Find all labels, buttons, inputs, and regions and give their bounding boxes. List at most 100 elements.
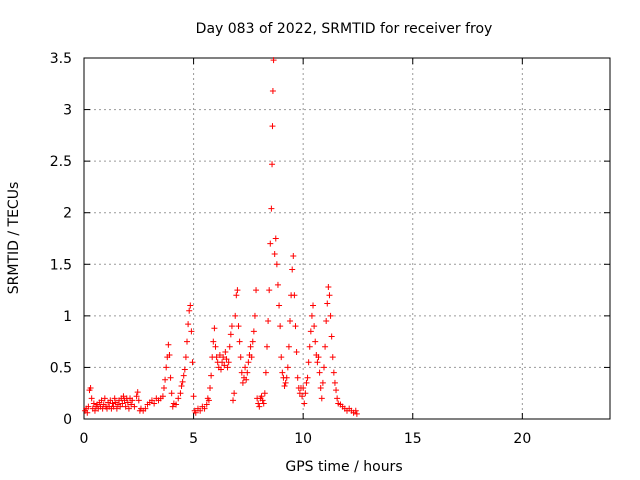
- data-point: [272, 235, 279, 242]
- grid-lines: [84, 58, 610, 419]
- data-point: [303, 379, 310, 386]
- data-point: [234, 287, 241, 294]
- data-point: [273, 261, 280, 268]
- data-point: [148, 397, 155, 404]
- data-point: [292, 323, 299, 330]
- data-point: [117, 403, 124, 410]
- data-point: [307, 328, 314, 335]
- data-point: [326, 292, 333, 299]
- data-point: [323, 318, 330, 325]
- data-point: [242, 364, 249, 371]
- x-tick-label: 15: [404, 431, 422, 447]
- data-point: [169, 403, 176, 410]
- y-tick-label: 0.5: [50, 360, 72, 376]
- data-points: [82, 57, 360, 417]
- data-point: [274, 281, 281, 288]
- data-point: [328, 333, 335, 340]
- data-point: [190, 393, 197, 400]
- data-point: [296, 390, 303, 397]
- x-tick-label: 10: [294, 431, 312, 447]
- data-point: [213, 354, 220, 361]
- data-point: [282, 379, 289, 386]
- data-point: [109, 400, 116, 407]
- axis-ticks: [83, 57, 610, 420]
- data-point: [133, 393, 140, 400]
- data-point: [192, 409, 199, 416]
- data-point: [91, 407, 98, 414]
- data-point: [249, 338, 256, 345]
- data-point: [197, 407, 204, 414]
- data-point: [293, 348, 300, 355]
- data-point: [352, 407, 359, 414]
- data-point: [184, 338, 191, 345]
- data-point: [227, 331, 234, 338]
- data-point: [302, 390, 309, 397]
- data-point: [238, 369, 245, 376]
- data-point: [315, 354, 322, 361]
- data-point: [265, 318, 272, 325]
- data-point: [237, 354, 244, 361]
- data-point: [236, 338, 243, 345]
- data-point: [162, 376, 169, 383]
- data-point: [310, 302, 317, 309]
- data-point: [305, 359, 312, 366]
- data-point: [173, 401, 180, 408]
- data-point: [314, 359, 321, 366]
- data-point: [207, 385, 214, 392]
- data-point: [228, 323, 235, 330]
- data-point: [322, 343, 329, 350]
- data-point: [220, 354, 227, 361]
- data-point: [330, 369, 337, 376]
- data-point: [125, 405, 132, 412]
- data-point: [187, 302, 194, 309]
- data-point: [262, 369, 269, 376]
- data-point: [269, 88, 276, 95]
- data-point: [251, 312, 258, 319]
- data-point: [258, 393, 265, 400]
- data-point: [291, 292, 298, 299]
- data-point: [221, 362, 228, 369]
- x-tick-label: 0: [80, 431, 89, 447]
- data-point: [219, 359, 226, 366]
- data-point: [226, 343, 233, 350]
- data-point: [264, 343, 271, 350]
- data-point: [135, 397, 142, 404]
- data-point: [201, 405, 208, 412]
- data-point: [244, 369, 251, 376]
- data-point: [327, 312, 334, 319]
- data-point: [312, 338, 319, 345]
- data-point: [278, 354, 285, 361]
- y-tick-label: 1: [63, 309, 72, 325]
- data-point: [271, 250, 278, 257]
- data-point: [320, 364, 327, 371]
- x-tick-labels: 0 5 10 15 20: [80, 431, 532, 447]
- data-point: [131, 403, 138, 410]
- y-tick-label: 2.5: [50, 154, 72, 170]
- data-point: [165, 341, 172, 348]
- data-point: [134, 389, 141, 396]
- data-point: [179, 378, 186, 385]
- data-point: [163, 364, 170, 371]
- data-point: [87, 385, 94, 392]
- data-point: [159, 393, 166, 400]
- data-point: [255, 400, 262, 407]
- data-point: [281, 382, 288, 389]
- data-point: [230, 397, 237, 404]
- y-tick-label: 3.5: [50, 51, 72, 67]
- data-point: [98, 397, 105, 404]
- data-point: [224, 364, 231, 371]
- data-point: [85, 403, 92, 410]
- data-point: [318, 395, 325, 402]
- x-axis-label: GPS time / hours: [285, 459, 402, 475]
- data-point: [283, 374, 290, 381]
- data-point: [160, 385, 167, 392]
- data-point: [317, 385, 324, 392]
- data-point: [107, 397, 114, 404]
- data-point: [285, 343, 292, 350]
- data-point: [269, 123, 276, 130]
- data-point: [128, 401, 135, 408]
- data-point: [177, 390, 184, 397]
- data-point: [333, 387, 340, 394]
- data-point: [119, 400, 126, 407]
